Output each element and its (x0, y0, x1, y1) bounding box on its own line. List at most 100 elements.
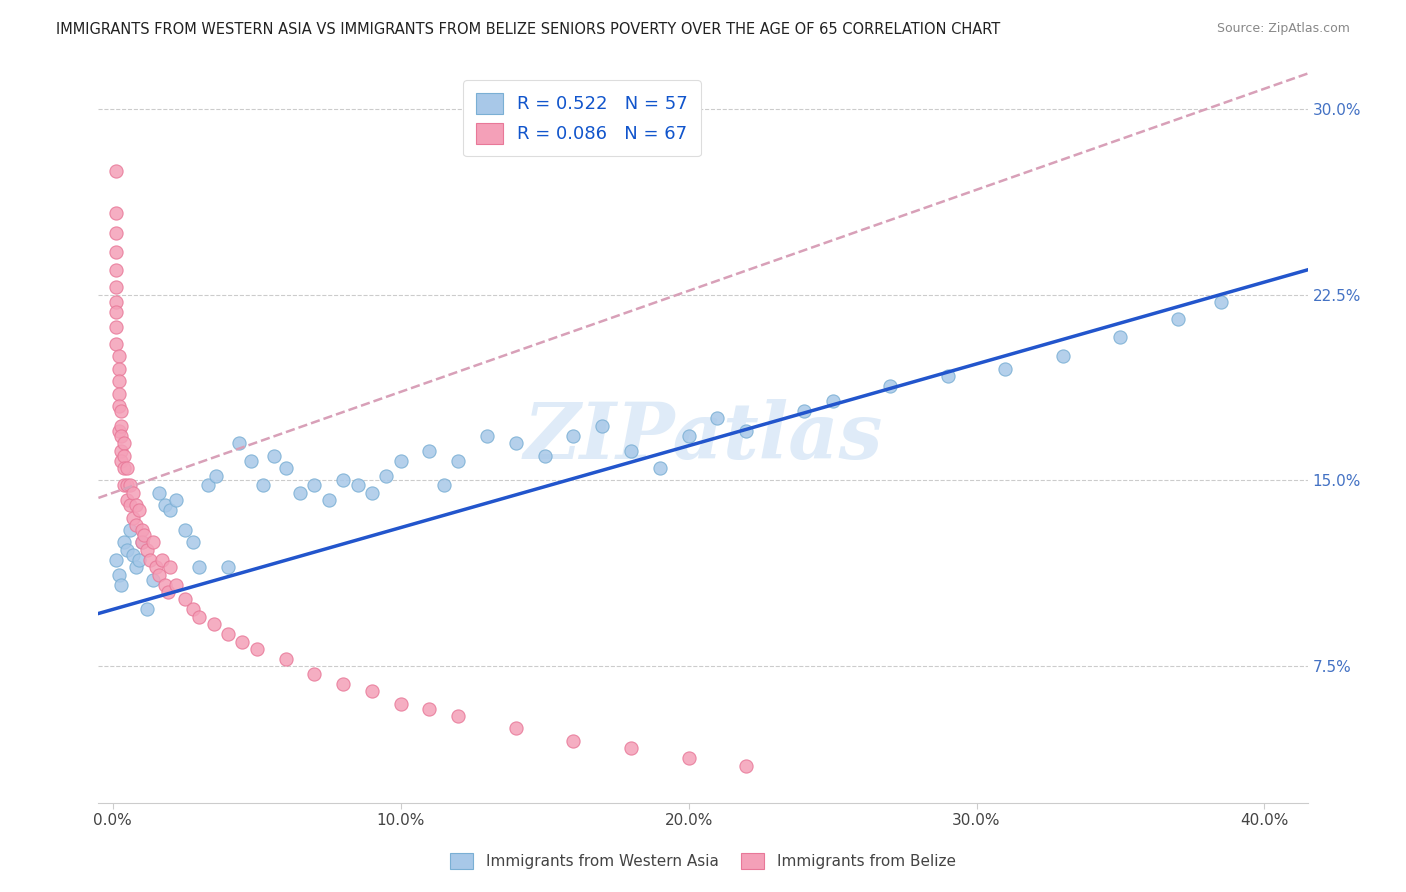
Point (125, 518, 148, 533)
Point (389, 697, 412, 711)
Point (183, 535, 205, 549)
Point (562, 734, 585, 748)
Point (104, 163, 127, 178)
Point (112, 461, 135, 475)
Point (418, 701, 440, 715)
Point (112, 478, 135, 492)
Point (122, 510, 145, 524)
Point (304, 478, 326, 492)
Point (591, 418, 613, 433)
Point (735, 424, 758, 438)
Point (217, 560, 239, 574)
Point (205, 468, 228, 483)
Point (107, 350, 129, 364)
Point (620, 443, 643, 458)
Point (1211, 295, 1233, 310)
Point (447, 453, 470, 467)
Point (332, 474, 354, 488)
Point (361, 684, 384, 698)
Point (104, 305, 127, 319)
Point (173, 592, 195, 607)
Point (115, 478, 138, 492)
Point (107, 362, 129, 376)
Point (332, 677, 354, 691)
Point (231, 634, 253, 648)
Point (165, 493, 187, 508)
Text: Source: ZipAtlas.com: Source: ZipAtlas.com (1216, 22, 1350, 36)
Point (562, 429, 585, 443)
Point (252, 478, 274, 492)
Text: ZIPatlas: ZIPatlas (523, 399, 883, 475)
Point (375, 468, 398, 483)
Point (274, 652, 297, 666)
Point (120, 498, 142, 512)
Point (246, 642, 269, 657)
Point (104, 226, 127, 240)
Point (115, 493, 138, 508)
Point (104, 205, 127, 219)
Point (706, 411, 728, 425)
Point (183, 602, 205, 616)
Legend: Immigrants from Western Asia, Immigrants from Belize: Immigrants from Western Asia, Immigrants… (444, 847, 962, 875)
Point (131, 535, 153, 549)
Point (389, 453, 412, 467)
Point (505, 436, 527, 450)
Point (156, 585, 179, 599)
Point (153, 577, 176, 591)
Point (110, 418, 132, 433)
Point (994, 362, 1017, 376)
Point (217, 627, 239, 641)
Point (142, 573, 165, 587)
Point (447, 709, 470, 723)
Point (274, 461, 297, 475)
Point (104, 245, 127, 260)
Point (107, 399, 129, 413)
Point (131, 535, 153, 549)
Point (112, 535, 135, 549)
Point (288, 486, 311, 500)
Point (418, 443, 440, 458)
Point (263, 449, 285, 463)
Point (107, 424, 129, 438)
Point (110, 404, 132, 418)
Point (134, 528, 156, 542)
Point (104, 280, 127, 294)
Point (120, 478, 142, 492)
Point (361, 486, 384, 500)
Point (821, 394, 844, 409)
Point (304, 666, 326, 681)
Point (159, 560, 181, 574)
Point (188, 560, 211, 574)
Point (104, 337, 127, 351)
Point (139, 553, 162, 567)
Point (107, 567, 129, 582)
Point (153, 498, 176, 512)
Point (936, 369, 959, 384)
Point (228, 436, 250, 450)
Point (197, 478, 219, 492)
Point (112, 449, 135, 463)
Point (142, 535, 165, 549)
Point (115, 542, 138, 557)
Point (104, 553, 127, 567)
Point (1052, 350, 1074, 364)
Point (240, 453, 263, 467)
Point (110, 443, 132, 458)
Point (104, 262, 127, 277)
Point (148, 567, 170, 582)
Point (735, 758, 758, 772)
Point (128, 503, 150, 517)
Point (104, 319, 127, 334)
Point (678, 429, 700, 443)
Point (145, 560, 167, 574)
Point (433, 478, 456, 492)
Point (1109, 329, 1132, 343)
Point (107, 386, 129, 401)
Point (136, 542, 159, 557)
Point (148, 486, 170, 500)
Point (110, 577, 132, 591)
Point (879, 379, 901, 393)
Point (1167, 312, 1189, 326)
Point (165, 577, 187, 591)
Point (202, 617, 225, 632)
